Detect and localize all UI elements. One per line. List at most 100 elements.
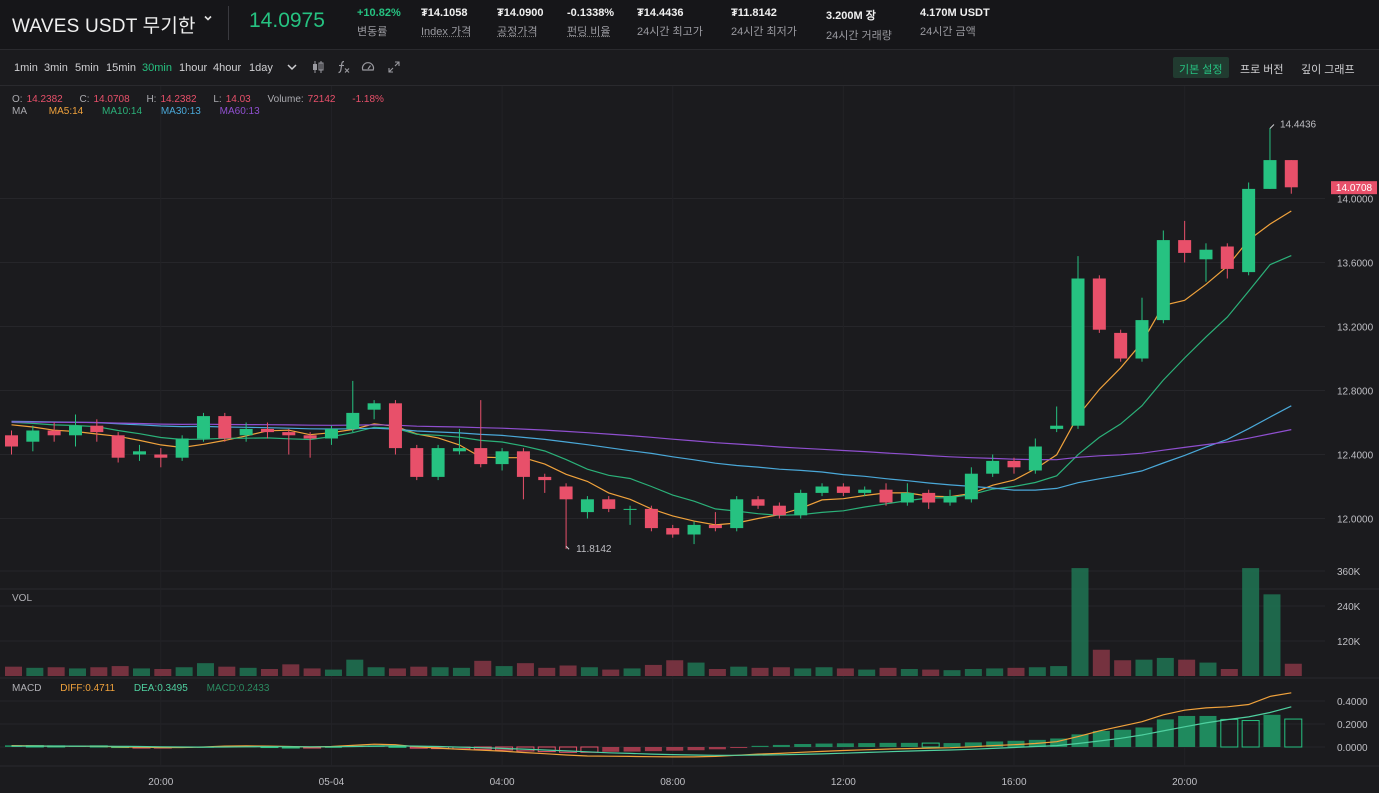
macd-bar <box>1092 730 1110 747</box>
timeframe-4hour[interactable]: 4hour <box>213 62 242 74</box>
stat-funding-rate[interactable]: -0.1338% 펀딩 비율 <box>567 7 615 38</box>
candle <box>858 486 872 497</box>
volume-bar <box>815 667 833 676</box>
candle-body <box>538 476 552 481</box>
candle-body <box>1199 249 1213 260</box>
volume-bar <box>644 664 662 676</box>
candle <box>367 400 381 420</box>
timeframe-15min[interactable]: 15min <box>106 62 136 74</box>
candle <box>836 483 850 497</box>
ma-legend: MA MA5:14 MA10:14 MA30:13 MA60:13 <box>12 106 276 117</box>
view-basic-button[interactable]: 기본 설정 <box>1173 57 1229 78</box>
candlestick-series <box>5 128 1298 549</box>
candle-body <box>1071 278 1085 426</box>
stat-index-price[interactable]: ₮14.1058 Index 가격 <box>421 7 472 38</box>
candle-body <box>324 428 338 439</box>
candle <box>1220 243 1234 279</box>
stat-fair-price[interactable]: ₮14.0900 공정가격 <box>497 7 544 38</box>
volume-bar <box>90 667 108 676</box>
candle-body <box>1007 460 1021 468</box>
volume-bar <box>282 664 300 676</box>
time-tick-label: 16:00 <box>1001 777 1026 788</box>
timeframe-3min[interactable]: 3min <box>44 62 68 74</box>
candle <box>239 422 253 442</box>
candle <box>1284 160 1298 194</box>
volume-series <box>5 568 1302 676</box>
chevron-down-icon[interactable] <box>285 60 299 74</box>
stat-24h-high: ₮14.4436 24시간 최고가 <box>637 7 703 38</box>
candle-body <box>132 451 146 455</box>
volume-bar <box>26 667 44 676</box>
macd-bar <box>708 747 726 750</box>
volume-bar <box>772 667 790 676</box>
volume-bar <box>175 667 193 676</box>
candle-body <box>751 499 765 506</box>
candle <box>1242 182 1256 276</box>
volume-bar <box>751 667 769 676</box>
volume-bar <box>260 669 278 676</box>
chevron-down-icon[interactable] <box>203 13 213 23</box>
candle <box>1092 275 1106 333</box>
timeframe-5min[interactable]: 5min <box>75 62 99 74</box>
volume-bar <box>1263 594 1281 676</box>
volume-bar <box>5 666 22 676</box>
volume-panel-label: VOL <box>12 593 33 604</box>
change-value: -1.18% <box>352 94 384 105</box>
volume-bar <box>132 668 150 676</box>
candle-body <box>794 492 808 516</box>
volume-bar <box>303 668 321 676</box>
volume-bar <box>580 667 598 676</box>
timeframe-1day[interactable]: 1day <box>249 62 273 74</box>
macd-bar <box>324 747 342 748</box>
view-pro-button[interactable]: 프로 버전 <box>1240 64 1284 76</box>
volume-bar <box>1284 663 1302 676</box>
fullscreen-icon[interactable] <box>387 60 401 74</box>
macd-bar <box>666 747 684 751</box>
timeframe-30min[interactable]: 30min <box>142 62 172 74</box>
current-price-label: 14.0708 <box>1336 183 1373 194</box>
stat-24h-amount: 4.170M USDT 24시간 금액 <box>920 7 990 38</box>
volume-bar <box>602 669 620 676</box>
candle-body <box>1114 332 1128 359</box>
candle-body <box>282 432 296 436</box>
high-marker-label: 14.4436 <box>1280 120 1317 131</box>
close-value: 14.0708 <box>93 94 130 105</box>
ma5-legend: MA5:14 <box>48 106 84 117</box>
volume-tick-label: 360K <box>1337 567 1361 578</box>
candle-body <box>1284 160 1298 188</box>
volume-bar <box>986 668 1004 676</box>
volume-bar <box>218 666 236 676</box>
symbol-title[interactable]: WAVES USDT 무기한 <box>12 16 196 37</box>
current-price-tag <box>1331 181 1377 195</box>
ma60-legend: MA60:13 <box>219 106 260 117</box>
candle-body <box>1263 160 1277 189</box>
macd-bar <box>1199 715 1217 747</box>
high-marker-pointer <box>1269 124 1275 129</box>
macd-legend: MACD DIFF:0.4711 DEA:0.3495 MACD:0.2433 <box>12 683 270 694</box>
candle <box>687 521 701 545</box>
volume-bar <box>154 669 172 676</box>
indicator-fx-icon[interactable] <box>336 60 350 74</box>
candle <box>111 432 125 463</box>
settings-dial-icon[interactable] <box>361 60 375 74</box>
candle <box>68 414 82 447</box>
volume-bar <box>516 663 534 676</box>
candle <box>708 512 722 532</box>
candle <box>730 496 744 532</box>
candle <box>1156 230 1170 324</box>
timeframe-1hour[interactable]: 1hour <box>179 62 208 74</box>
candle-body <box>1242 188 1256 273</box>
timeframe-1min[interactable]: 1min <box>14 62 38 74</box>
candle <box>580 496 594 519</box>
macd-bar <box>943 743 961 747</box>
candle <box>666 524 680 538</box>
candle-type-icon[interactable] <box>311 60 325 74</box>
candle-body <box>1092 278 1106 330</box>
candle <box>346 380 360 433</box>
candle-body <box>516 451 530 477</box>
ma-label: MA <box>12 106 27 117</box>
volume-bar <box>900 669 918 676</box>
candle <box>815 483 829 497</box>
view-depth-button[interactable]: 깊이 그래프 <box>1301 64 1355 76</box>
